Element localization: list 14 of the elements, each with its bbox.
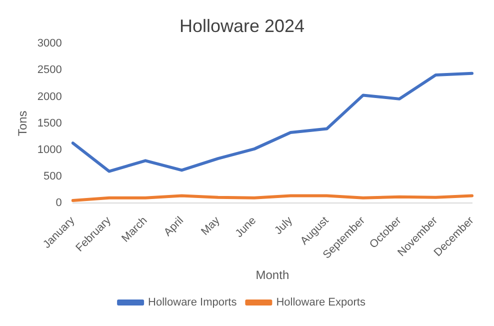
legend-label: Holloware Imports [148,296,238,309]
y-tick-label: 500 [44,170,62,183]
x-tick-label: July [272,214,296,237]
x-axis-title: Month [256,268,290,282]
y-tick-label: 1500 [37,117,62,130]
chart-title: Holloware 2024 [179,16,305,36]
y-tick-label: 2500 [37,64,62,76]
legend-label: Holloware Exports [276,296,366,309]
y-axis-title: Tons [16,110,30,136]
y-tick-label: 0 [56,197,62,210]
x-tick-label: May [199,214,223,238]
y-tick-label: 3000 [37,38,62,50]
y-tick-label: 1000 [37,144,62,156]
y-tick-label: 2000 [37,90,62,103]
